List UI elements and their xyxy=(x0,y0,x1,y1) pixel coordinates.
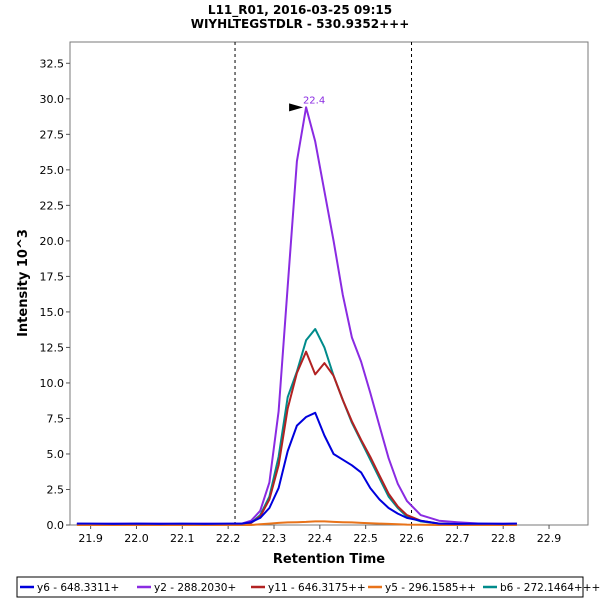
legend: y6 - 648.3311+ y2 - 288.2030+ y11 - 646.31… xyxy=(20,582,600,594)
y-tick-label: 7.5 xyxy=(47,412,65,425)
x-tick-label: 22.4 xyxy=(308,532,333,545)
peak-arrow xyxy=(289,103,304,112)
legend-entry: y5 - 296.1585++ xyxy=(385,582,476,594)
x-axis-label: Retention Time xyxy=(273,552,385,567)
x-tick-label: 22.1 xyxy=(170,532,195,545)
y-tick-label: 20.0 xyxy=(40,235,65,248)
legend-box xyxy=(16,576,584,598)
y-tick-label: 27.5 xyxy=(40,128,65,141)
legend-entry: y11 - 646.3175++ xyxy=(268,582,366,594)
y-tick-label: 12.5 xyxy=(40,341,65,354)
y-axis-label: Intensity 10^3 xyxy=(16,229,31,337)
peak-label: 22.4 xyxy=(303,95,325,106)
x-tick-label: 22.9 xyxy=(537,532,562,545)
y-tick-label: 5.0 xyxy=(47,448,65,461)
y-tick-label: 30.0 xyxy=(40,93,65,106)
y-tick-label: 22.5 xyxy=(40,199,65,212)
y-tick-label: 17.5 xyxy=(40,270,65,283)
peak-annotation: 22.4 xyxy=(289,95,325,112)
x-tick-label: 22.2 xyxy=(216,532,241,545)
x-tick-label: 22.5 xyxy=(353,532,378,545)
x-tick-label: 22.0 xyxy=(124,532,149,545)
series-line-y6 xyxy=(76,411,517,525)
series-lines xyxy=(76,106,517,526)
x-tick-label: 22.8 xyxy=(491,532,516,545)
x-tick-label: 22.7 xyxy=(445,532,470,545)
y-axis: 0.0 2.5 5.0 7.5 10.0 12.5 15.0 17.5 20.0 22.5 25.0… xyxy=(40,57,70,532)
series-line-y5 xyxy=(76,520,517,526)
legend-entry: y2 - 288.2030+ xyxy=(154,582,236,594)
legend-entry: y6 - 648.3311+ xyxy=(37,582,119,594)
integration-boundaries xyxy=(234,42,413,525)
x-axis: 21.9 22.0 22.1 22.2 22.3 22.4 22.5 22.6 22.7 22.8… xyxy=(78,525,561,545)
chart-subtitle: WIYHLTEGSTDLR - 530.9352+++ xyxy=(191,17,410,31)
x-tick-label: 21.9 xyxy=(78,532,103,545)
chart-title: L11_R01, 2016-03-25 09:15 xyxy=(208,3,392,18)
y-tick-label: 25.0 xyxy=(40,164,65,177)
plot-area xyxy=(69,41,589,526)
y-tick-label: 2.5 xyxy=(47,483,65,496)
y-tick-label: 32.5 xyxy=(40,57,65,70)
x-tick-label: 22.3 xyxy=(262,532,287,545)
y-tick-label: 0.0 xyxy=(47,519,65,532)
y-tick-label: 10.0 xyxy=(40,377,65,390)
x-tick-label: 22.6 xyxy=(399,532,424,545)
legend-entry: b6 - 272.1464+++ xyxy=(500,582,600,594)
y-tick-label: 15.0 xyxy=(40,306,65,319)
